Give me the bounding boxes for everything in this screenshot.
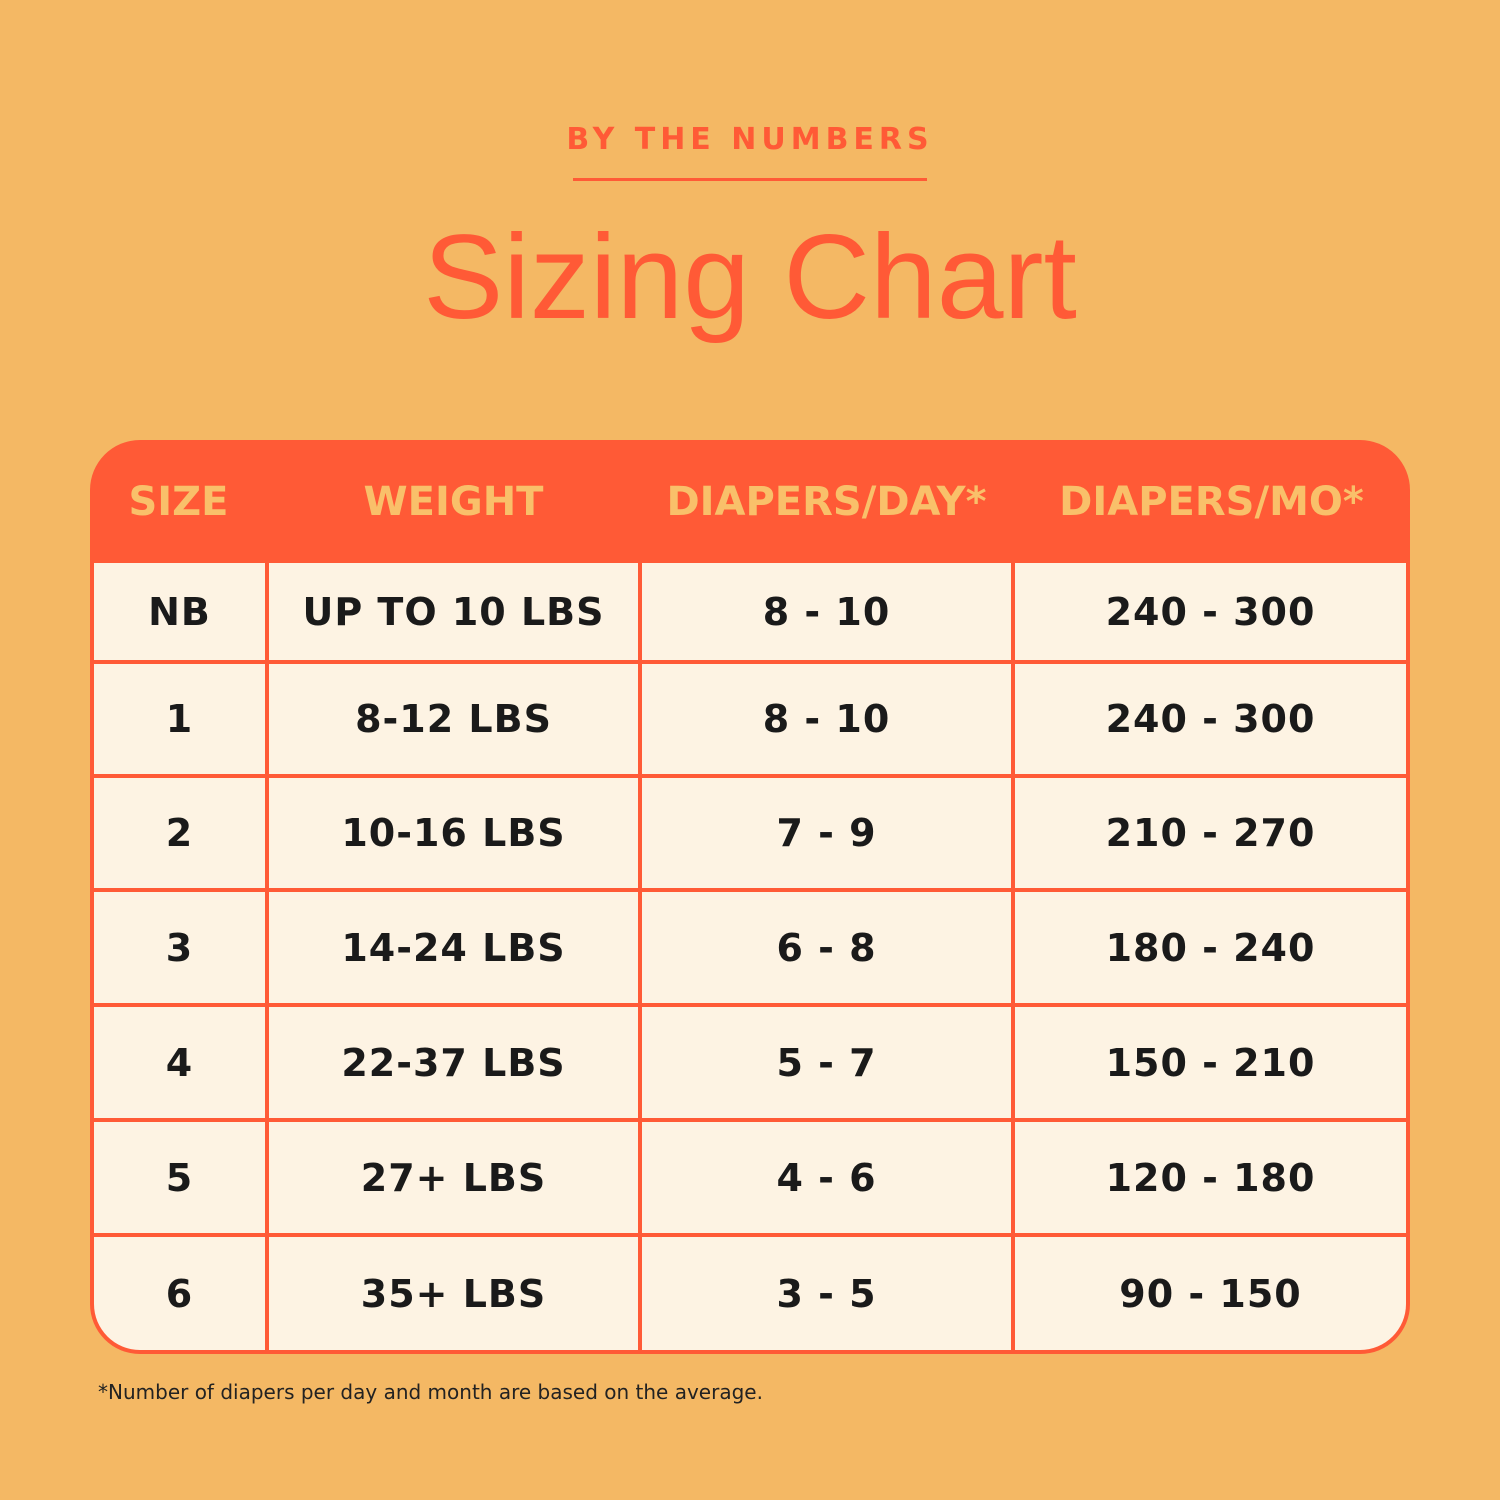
table-cell: 2: [94, 778, 265, 888]
table-cell: 5 - 7: [642, 1007, 1011, 1118]
eyebrow-label: BY THE NUMBERS: [566, 122, 934, 157]
column-header: WEIGHT: [363, 478, 544, 525]
column-header: DIAPERS/MO*: [1059, 478, 1364, 525]
table-cell: 120 - 180: [1015, 1122, 1406, 1233]
table-cell: 8 - 10: [642, 563, 1011, 660]
table-cell: 150 - 210: [1015, 1007, 1406, 1118]
table-cell: 5: [94, 1122, 265, 1233]
table-cell: 3: [94, 892, 265, 1003]
table-cell: 6: [94, 1237, 265, 1350]
table-cell: 3 - 5: [642, 1237, 1011, 1350]
table-cell: 8-12 LBS: [269, 664, 638, 774]
table-cell: 14-24 LBS: [269, 892, 638, 1003]
table-cell: 27+ LBS: [269, 1122, 638, 1233]
table-cell: 7 - 9: [642, 778, 1011, 888]
table-cell: 210 - 270: [1015, 778, 1406, 888]
table-cell: NB: [94, 563, 265, 660]
table-cell: 4 - 6: [642, 1122, 1011, 1233]
table-cell: 22-37 LBS: [269, 1007, 638, 1118]
sizing-table: SIZE WEIGHT DIAPERS/DAY* DIAPERS/MO* NB UP TO…: [90, 440, 1410, 1354]
table-cell: 240 - 300: [1015, 563, 1406, 660]
column-header: SIZE: [128, 478, 229, 525]
table-cell: 4: [94, 1007, 265, 1118]
column-header: DIAPERS/DAY*: [666, 478, 987, 525]
table-cell: 90 - 150: [1015, 1237, 1406, 1350]
table-cell: 35+ LBS: [269, 1237, 638, 1350]
table-cell: 180 - 240: [1015, 892, 1406, 1003]
table-cell: 8 - 10: [642, 664, 1011, 774]
table-cell: 240 - 300: [1015, 664, 1406, 774]
table-cell: 10-16 LBS: [269, 778, 638, 888]
page-title: Sizing Chart: [423, 210, 1077, 344]
table-cell: UP TO 10 LBS: [269, 563, 638, 660]
table-cell: 6 - 8: [642, 892, 1011, 1003]
table-cell: 1: [94, 664, 265, 774]
footnote: *Number of diapers per day and month are…: [98, 1380, 763, 1404]
eyebrow-underline: [573, 178, 927, 181]
